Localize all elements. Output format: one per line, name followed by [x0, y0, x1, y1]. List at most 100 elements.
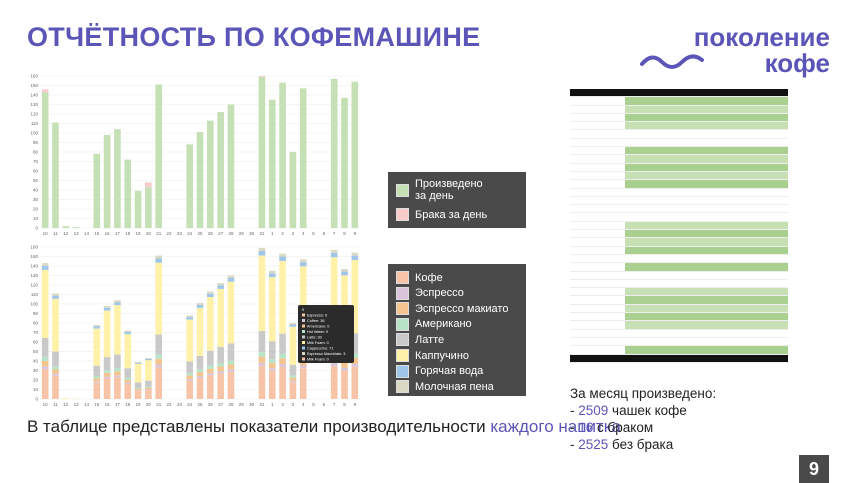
- bar-segment: [52, 295, 59, 299]
- bar-segment: [196, 355, 204, 370]
- bar-segment: [258, 352, 266, 357]
- table-cell: [679, 312, 734, 322]
- bar-segment: [341, 271, 348, 276]
- table-cell: [679, 329, 734, 338]
- x-tick-label: 17: [115, 402, 121, 407]
- x-tick-label: 10: [43, 402, 49, 407]
- y-tick-label: 40: [33, 188, 39, 193]
- bar-produced: [351, 81, 359, 228]
- table-footer: [570, 354, 788, 363]
- table-header: [570, 89, 788, 98]
- table-cell: [570, 221, 625, 231]
- table-cell: [570, 229, 625, 239]
- y-tick-label: 60: [33, 169, 39, 174]
- table-cell: [679, 237, 734, 247]
- tooltip-box: [298, 305, 354, 363]
- bar-segment: [279, 253, 286, 257]
- legend-label: Брака за день: [415, 208, 488, 221]
- table-cell: [733, 138, 788, 148]
- y-tick-label: 50: [33, 349, 39, 354]
- y-tick-label: 140: [30, 93, 38, 98]
- bar-segment: [103, 378, 111, 399]
- bar-produced: [114, 129, 121, 228]
- table-row: [570, 295, 788, 305]
- legend-label: Эспрессо макиато: [415, 302, 509, 315]
- bar-segment: [186, 375, 193, 379]
- table-cell: [679, 204, 734, 214]
- table-cell: [679, 171, 734, 181]
- table-header-cell: [733, 89, 788, 98]
- tooltip-line: Milk Foam: 0: [307, 358, 329, 362]
- summary-number: 16: [578, 420, 594, 435]
- drinks-by-type-chart: 0102030405060708090100110120130140150160…: [26, 243, 364, 413]
- x-tick-label: 14: [84, 402, 90, 407]
- tooltip-swatch: [302, 357, 305, 361]
- bar-segment: [114, 371, 121, 376]
- bar-segment: [93, 326, 101, 329]
- x-tick-label: 16: [105, 231, 111, 236]
- table-cell: [733, 204, 788, 214]
- table-cell: [733, 337, 788, 347]
- bar-segment: [186, 380, 193, 399]
- tooltip-line: Espresso Macchiato: 3: [307, 352, 345, 356]
- y-tick-label: 70: [33, 159, 39, 164]
- x-tick-label: 27: [218, 231, 224, 236]
- bar-segment: [93, 365, 101, 377]
- bar-segment: [103, 307, 111, 311]
- bar-segment: [145, 386, 152, 388]
- table-cell: [679, 96, 734, 106]
- y-tick-label: 120: [30, 112, 38, 117]
- bar-segment: [289, 324, 297, 327]
- table-cell: [733, 320, 788, 330]
- table-row: [570, 271, 788, 280]
- wave-icon: [640, 54, 704, 69]
- y-tick-label: 80: [33, 321, 39, 326]
- y-tick-label: 100: [30, 131, 38, 136]
- bar-segment: [114, 368, 121, 372]
- bar-segment: [289, 375, 297, 378]
- bar-segment: [217, 285, 224, 289]
- table-cell: [733, 329, 788, 338]
- table-cell: [733, 196, 788, 206]
- bar-segment: [227, 371, 235, 399]
- bar-defect: [258, 76, 266, 77]
- y-tick-label: 140: [30, 264, 38, 269]
- bar-segment: [299, 365, 307, 369]
- x-tick-label: 23: [177, 231, 183, 236]
- bar-segment: [299, 266, 307, 337]
- x-tick-label: 28: [228, 402, 234, 407]
- bar-segment: [114, 302, 121, 306]
- bar-segment: [351, 255, 359, 261]
- y-tick-label: 150: [30, 254, 38, 259]
- table-row: [570, 212, 788, 222]
- table-row: [570, 312, 788, 322]
- bar-segment: [155, 358, 163, 365]
- bar-segment: [299, 259, 307, 263]
- table-cell: [624, 129, 679, 139]
- bar-segment: [114, 300, 121, 303]
- legend-label: Эспрессо: [415, 287, 464, 300]
- bar-segment: [134, 361, 142, 363]
- table-cell: [733, 295, 788, 305]
- table-cell: [570, 113, 625, 123]
- x-tick-label: 29: [239, 231, 245, 236]
- x-tick-label: 4: [302, 231, 305, 236]
- bar-segment: [341, 362, 348, 368]
- table-cell: [679, 138, 734, 148]
- y-tick-label: 20: [33, 207, 39, 212]
- table-cell: [733, 246, 788, 255]
- bar-produced: [72, 227, 80, 228]
- x-tick-label: 11: [53, 231, 58, 236]
- table-cell: [624, 196, 679, 206]
- bar-segment: [134, 387, 142, 389]
- bar-segment: [268, 270, 276, 274]
- bar-segment: [196, 369, 204, 373]
- table-cell: [624, 337, 679, 347]
- legend-item: Каппучино: [396, 349, 469, 362]
- table-header-cell: [679, 89, 734, 98]
- x-tick-label: 22: [167, 402, 173, 407]
- bar-segment: [341, 268, 348, 272]
- table-cell: [733, 271, 788, 280]
- table-cell: [570, 329, 625, 338]
- bar-segment: [258, 250, 266, 256]
